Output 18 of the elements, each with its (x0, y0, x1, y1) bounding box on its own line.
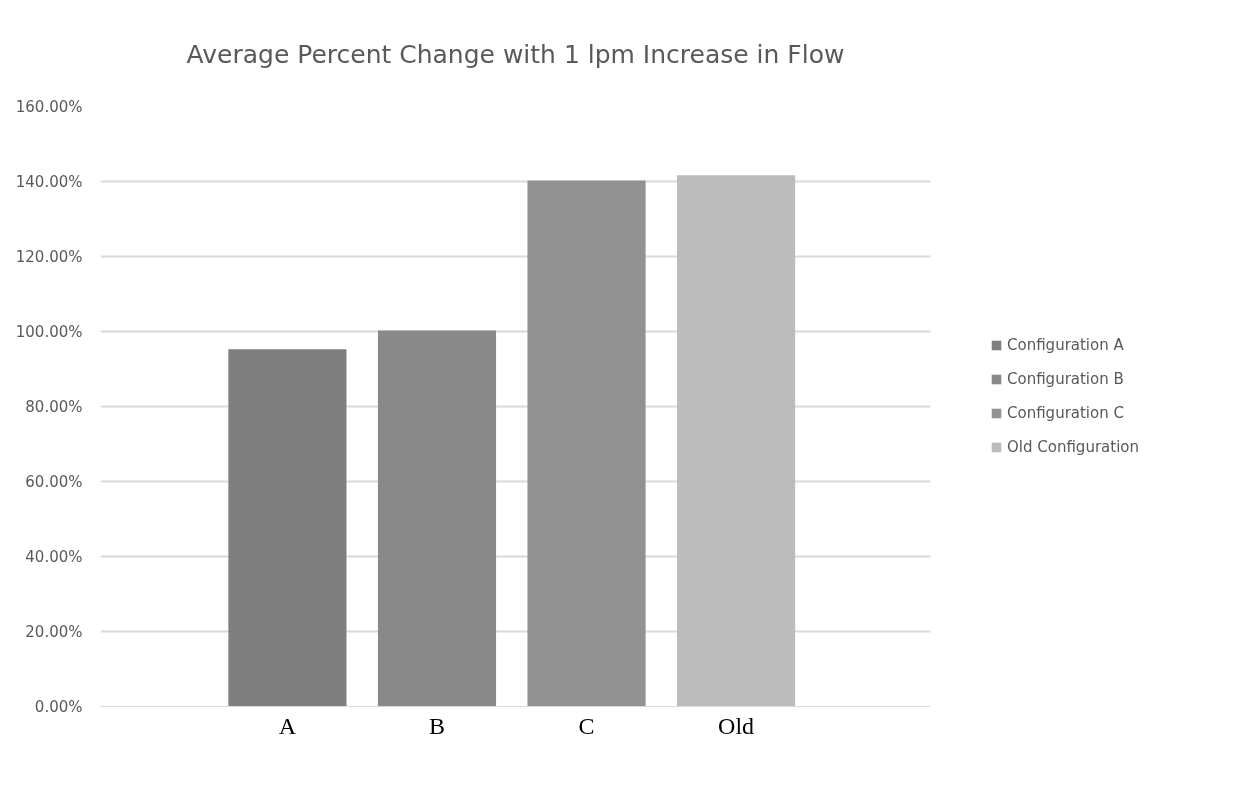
y-tick-label: 120.00% (15, 247, 83, 266)
legend-label: Configuration A (1007, 336, 1124, 354)
y-tick-label: 60.00% (25, 472, 83, 491)
legend-label: Old Configuration (1007, 438, 1139, 456)
x-tick-label: B (428, 712, 445, 739)
y-tick-label: 40.00% (25, 547, 83, 566)
y-tick-label: 20.00% (25, 622, 83, 641)
y-tick-label: 140.00% (15, 172, 83, 191)
y-tick-label: 100.00% (15, 322, 83, 341)
y-tick-label: 0.00% (34, 697, 83, 716)
x-tick-label: Old (718, 712, 755, 739)
legend-label: Configuration C (1007, 404, 1124, 422)
chart-title: Average Percent Change with 1 lpm Increase in Flow (186, 40, 845, 69)
legend-label: Configuration B (1007, 370, 1124, 388)
x-tick-label: A (278, 712, 297, 739)
x-tick-label: C (578, 712, 595, 739)
y-tick-label: 80.00% (25, 397, 83, 416)
y-tick-label: 160.00% (15, 97, 83, 116)
